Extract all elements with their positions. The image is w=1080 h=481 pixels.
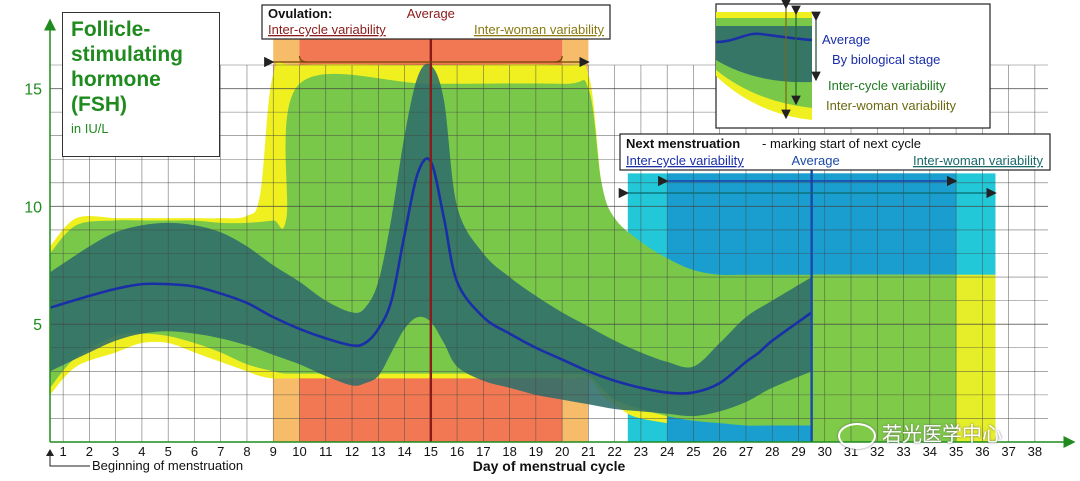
ovulation-inter-cycle-label: Inter-cycle variability [268,22,386,37]
x-tick-label: 37 [1001,444,1015,459]
x-tick-label: 7 [217,444,224,459]
x-tick-label: 25 [686,444,700,459]
x-tick-label: 3 [112,444,119,459]
start-pointer-head [46,449,54,456]
x-tick-label: 21 [581,444,595,459]
watermark-text: 若光医学中心 [882,422,1002,446]
series-line-average [49,157,813,395]
x-tick-label: 38 [1028,444,1042,459]
x-tick-label: 6 [191,444,198,459]
y-tick-label: 10 [24,199,42,216]
chart-title: Follicle-stimulating hormone (FSH) [71,18,184,116]
x-tick-label: 15 [424,444,438,459]
x-tick-label: 10 [292,444,306,459]
legend-entry: Inter-cycle variability [828,78,946,93]
x-tick-label: 17 [476,444,490,459]
chart-unit: in IU/L [71,121,109,136]
legend-entry: Inter-woman variability [826,98,957,113]
legend-entry: Average [822,32,870,47]
x-tick-label: 8 [243,444,250,459]
wechat-icon [838,422,876,449]
watermark: 若光医学中心 [838,418,1002,449]
x-tick-label: 5 [165,444,172,459]
y-tick-label: 5 [33,317,42,334]
menstruation-inter-cycle-label: Inter-cycle variability [626,153,744,168]
x-tick-label: 16 [450,444,464,459]
x-tick-label: 12 [345,444,359,459]
menstruation-label: Next menstruation [626,136,740,151]
x-axis-label: Day of menstrual cycle [473,458,626,474]
x-tick-label: 33 [896,444,910,459]
x-tick-label: 14 [397,444,411,459]
legend-entry: By biological stage [832,52,940,67]
x-tick-label: 23 [634,444,648,459]
start-label: Beginning of menstruation [92,458,243,473]
x-tick-label: 4 [138,444,145,459]
x-tick-label: 18 [502,444,516,459]
x-tick-label: 28 [765,444,779,459]
x-tick-label: 27 [739,444,753,459]
x-tick-label: 34 [923,444,937,459]
menstruation-label-box [619,133,1051,171]
x-tick-label: 24 [660,444,674,459]
ovulation-average-label: Average [407,6,455,21]
chart-title-box: Follicle-stimulating hormone (FSH) in IU… [62,12,220,157]
next-cycle-inter-cycle-band [811,274,957,442]
x-tick-label: 32 [870,444,884,459]
x-tick-label: 22 [607,444,621,459]
y-tick-label: 15 [24,82,42,99]
x-tick-label: 20 [555,444,569,459]
x-tick-label: 11 [319,444,333,459]
ovulation-inter-cycle-brackets [298,55,563,63]
x-tick-label: 9 [270,444,277,459]
ovulation-inter-woman-label: Inter-woman variability [474,22,605,37]
x-tick-label: 2 [86,444,93,459]
start-pointer [49,452,90,467]
x-tick-label: 35 [949,444,963,459]
x-tick-label: 30 [818,444,832,459]
x-tick-label: 1 [60,444,67,459]
ovulation-label-box [261,4,611,40]
menstruation-label-rest: - marking start of next cycle [762,136,921,151]
x-tick-label: 29 [791,444,805,459]
menstruation-average-label: Average [792,153,840,168]
menstruation-inter-woman-label: Inter-woman variability [913,153,1044,168]
x-tick-label: 19 [529,444,543,459]
x-tick-label: 36 [975,444,989,459]
x-tick-label: 13 [371,444,385,459]
ovulation-label: Ovulation: [268,6,332,21]
x-tick-label: 26 [712,444,726,459]
